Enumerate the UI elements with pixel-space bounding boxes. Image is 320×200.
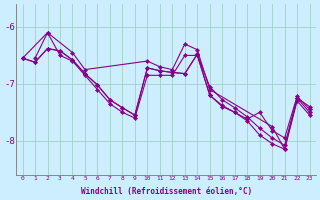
X-axis label: Windchill (Refroidissement éolien,°C): Windchill (Refroidissement éolien,°C) (81, 187, 252, 196)
